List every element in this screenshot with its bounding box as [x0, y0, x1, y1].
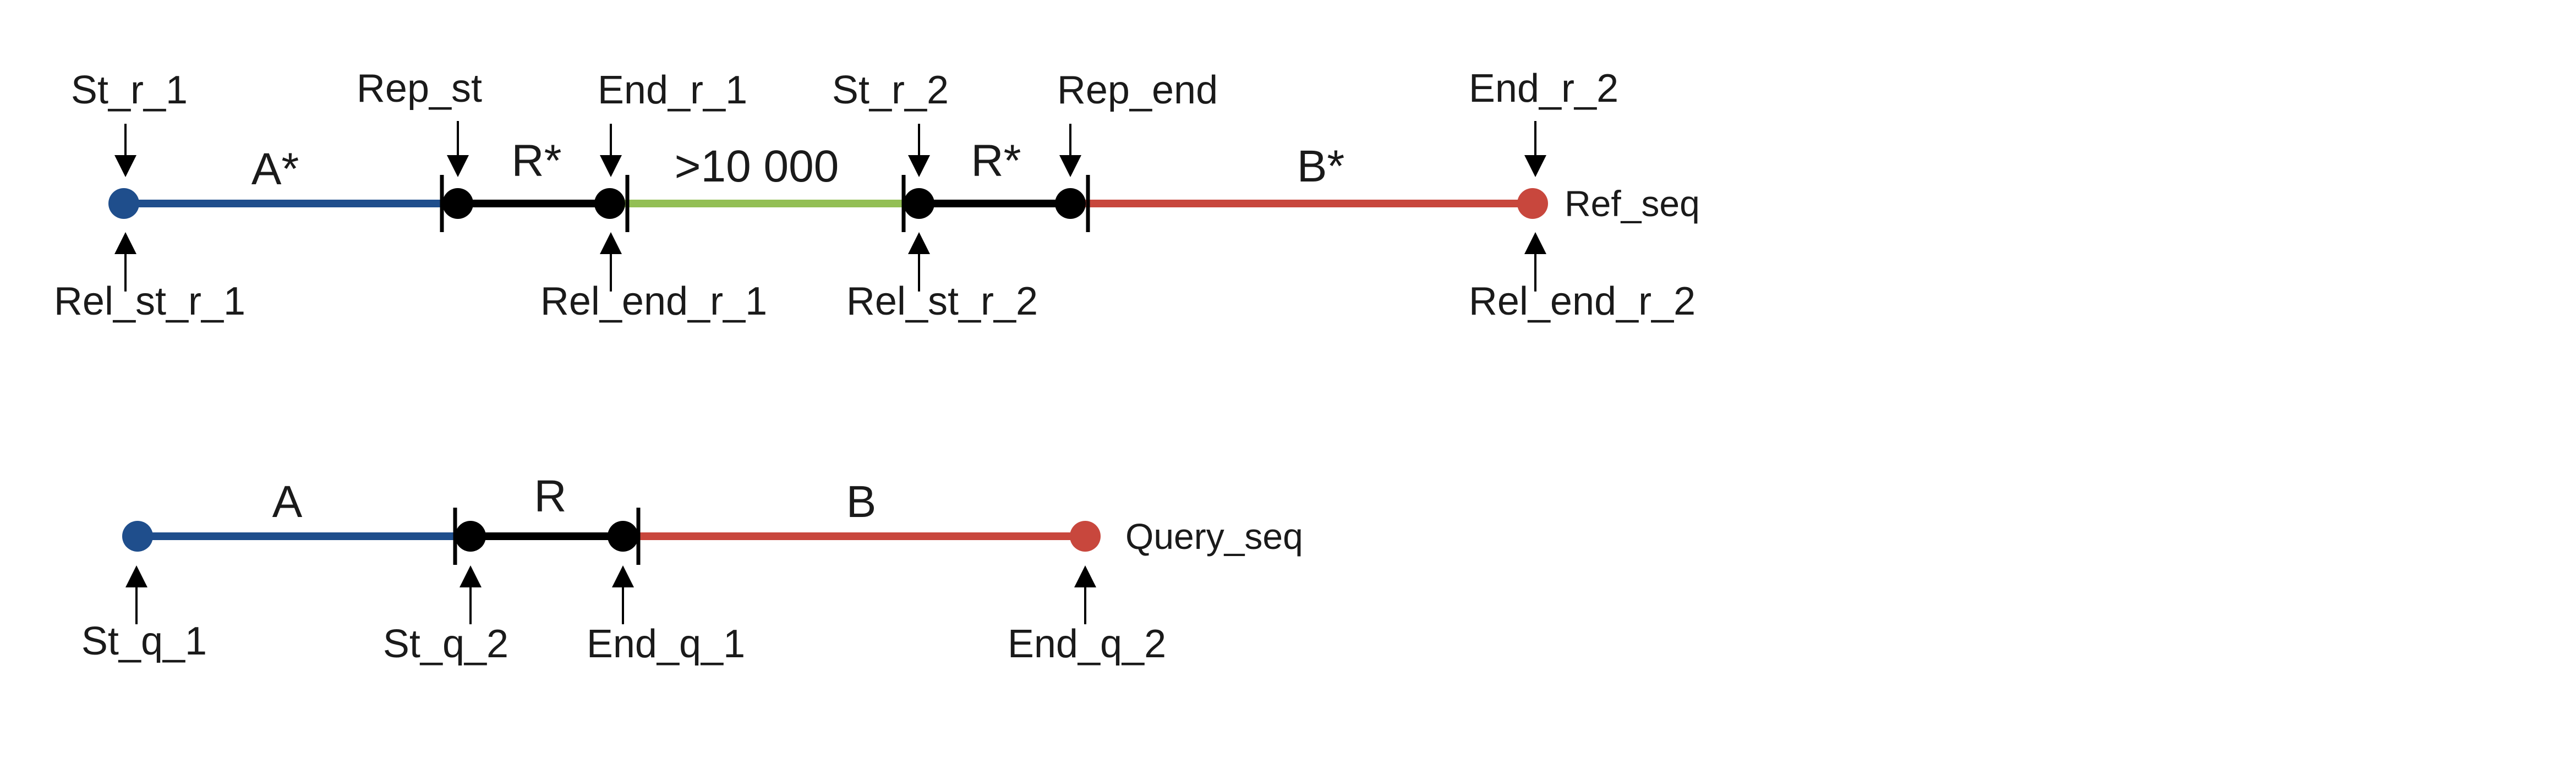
ref-segment-r1-label: R*: [511, 136, 561, 186]
st-r-2-label: St_r_2: [832, 68, 949, 112]
rep-st-arrowhead: [447, 155, 469, 177]
query-bottom-pointers: St_q_1 St_q_2 End_q_1 End_q_2: [81, 565, 1166, 666]
st-r-1-label: St_r_1: [71, 68, 188, 112]
rep-st-label: Rep_st: [357, 67, 482, 111]
rep-end-arrowhead: [1059, 155, 1081, 177]
ref-node-rep-st: [442, 188, 473, 219]
rep-end-label: Rep_end: [1057, 68, 1218, 112]
st-r-1-arrowhead: [114, 155, 136, 177]
ref-segment-gap-label: >10 000: [675, 141, 839, 191]
query-node-end: [1070, 521, 1101, 552]
rel-st-r-2-label: Rel_st_r_2: [846, 279, 1038, 323]
ref-seq-label: Ref_seq: [1565, 183, 1700, 224]
ref-bottom-pointers: Rel_st_r_1 Rel_end_r_1 Rel_st_r_2 Rel_en…: [54, 232, 1696, 323]
end-r-1-arrowhead: [600, 155, 622, 177]
st-r-2-arrowhead: [908, 155, 930, 177]
st-q-2-label: St_q_2: [383, 622, 508, 666]
query-node-start: [122, 521, 153, 552]
end-r-1-label: End_r_1: [598, 68, 747, 112]
ref-segment-b-label: B*: [1297, 141, 1345, 191]
ref-node-rep-end: [1055, 188, 1086, 219]
rel-end-r-2-label: Rel_end_r_2: [1469, 279, 1696, 323]
query-segment-b-label: B: [846, 477, 877, 527]
end-r-2-arrowhead: [1524, 155, 1546, 177]
end-q-1-label: End_q_1: [587, 622, 745, 666]
ref-node-end: [1517, 188, 1548, 219]
end-q-2-label: End_q_2: [1008, 622, 1166, 666]
end-r-2-label: End_r_2: [1469, 67, 1618, 111]
query-segment-a-label: A: [272, 477, 303, 527]
query-sequence: A R B Query_seq St_q_1 St_q_2 End_q_1 En…: [81, 471, 1303, 666]
query-node-st-q-2: [455, 521, 486, 552]
rel-st-r-1-label: Rel_st_r_1: [54, 279, 245, 323]
ref-node-end-r-1: [594, 188, 625, 219]
rel-end-r-1-label: Rel_end_r_1: [540, 279, 767, 323]
query-segment-r-label: R: [534, 471, 566, 521]
query-node-end-q-1: [608, 521, 638, 552]
ref-node-start: [108, 188, 139, 219]
ref-node-st-r-2: [904, 188, 934, 219]
st-q-1-label: St_q_1: [81, 619, 207, 663]
ref-segment-a-label: A*: [251, 144, 299, 194]
ref-top-pointers: St_r_1 Rep_st End_r_1 St_r_2 Rep_end End…: [71, 67, 1618, 177]
ref-segment-r2-label: R*: [971, 136, 1021, 186]
query-seq-label: Query_seq: [1125, 516, 1303, 557]
ref-sequence: A* R* >10 000 R* B* Ref_seq St_r_1 Rep_s…: [54, 67, 1700, 323]
